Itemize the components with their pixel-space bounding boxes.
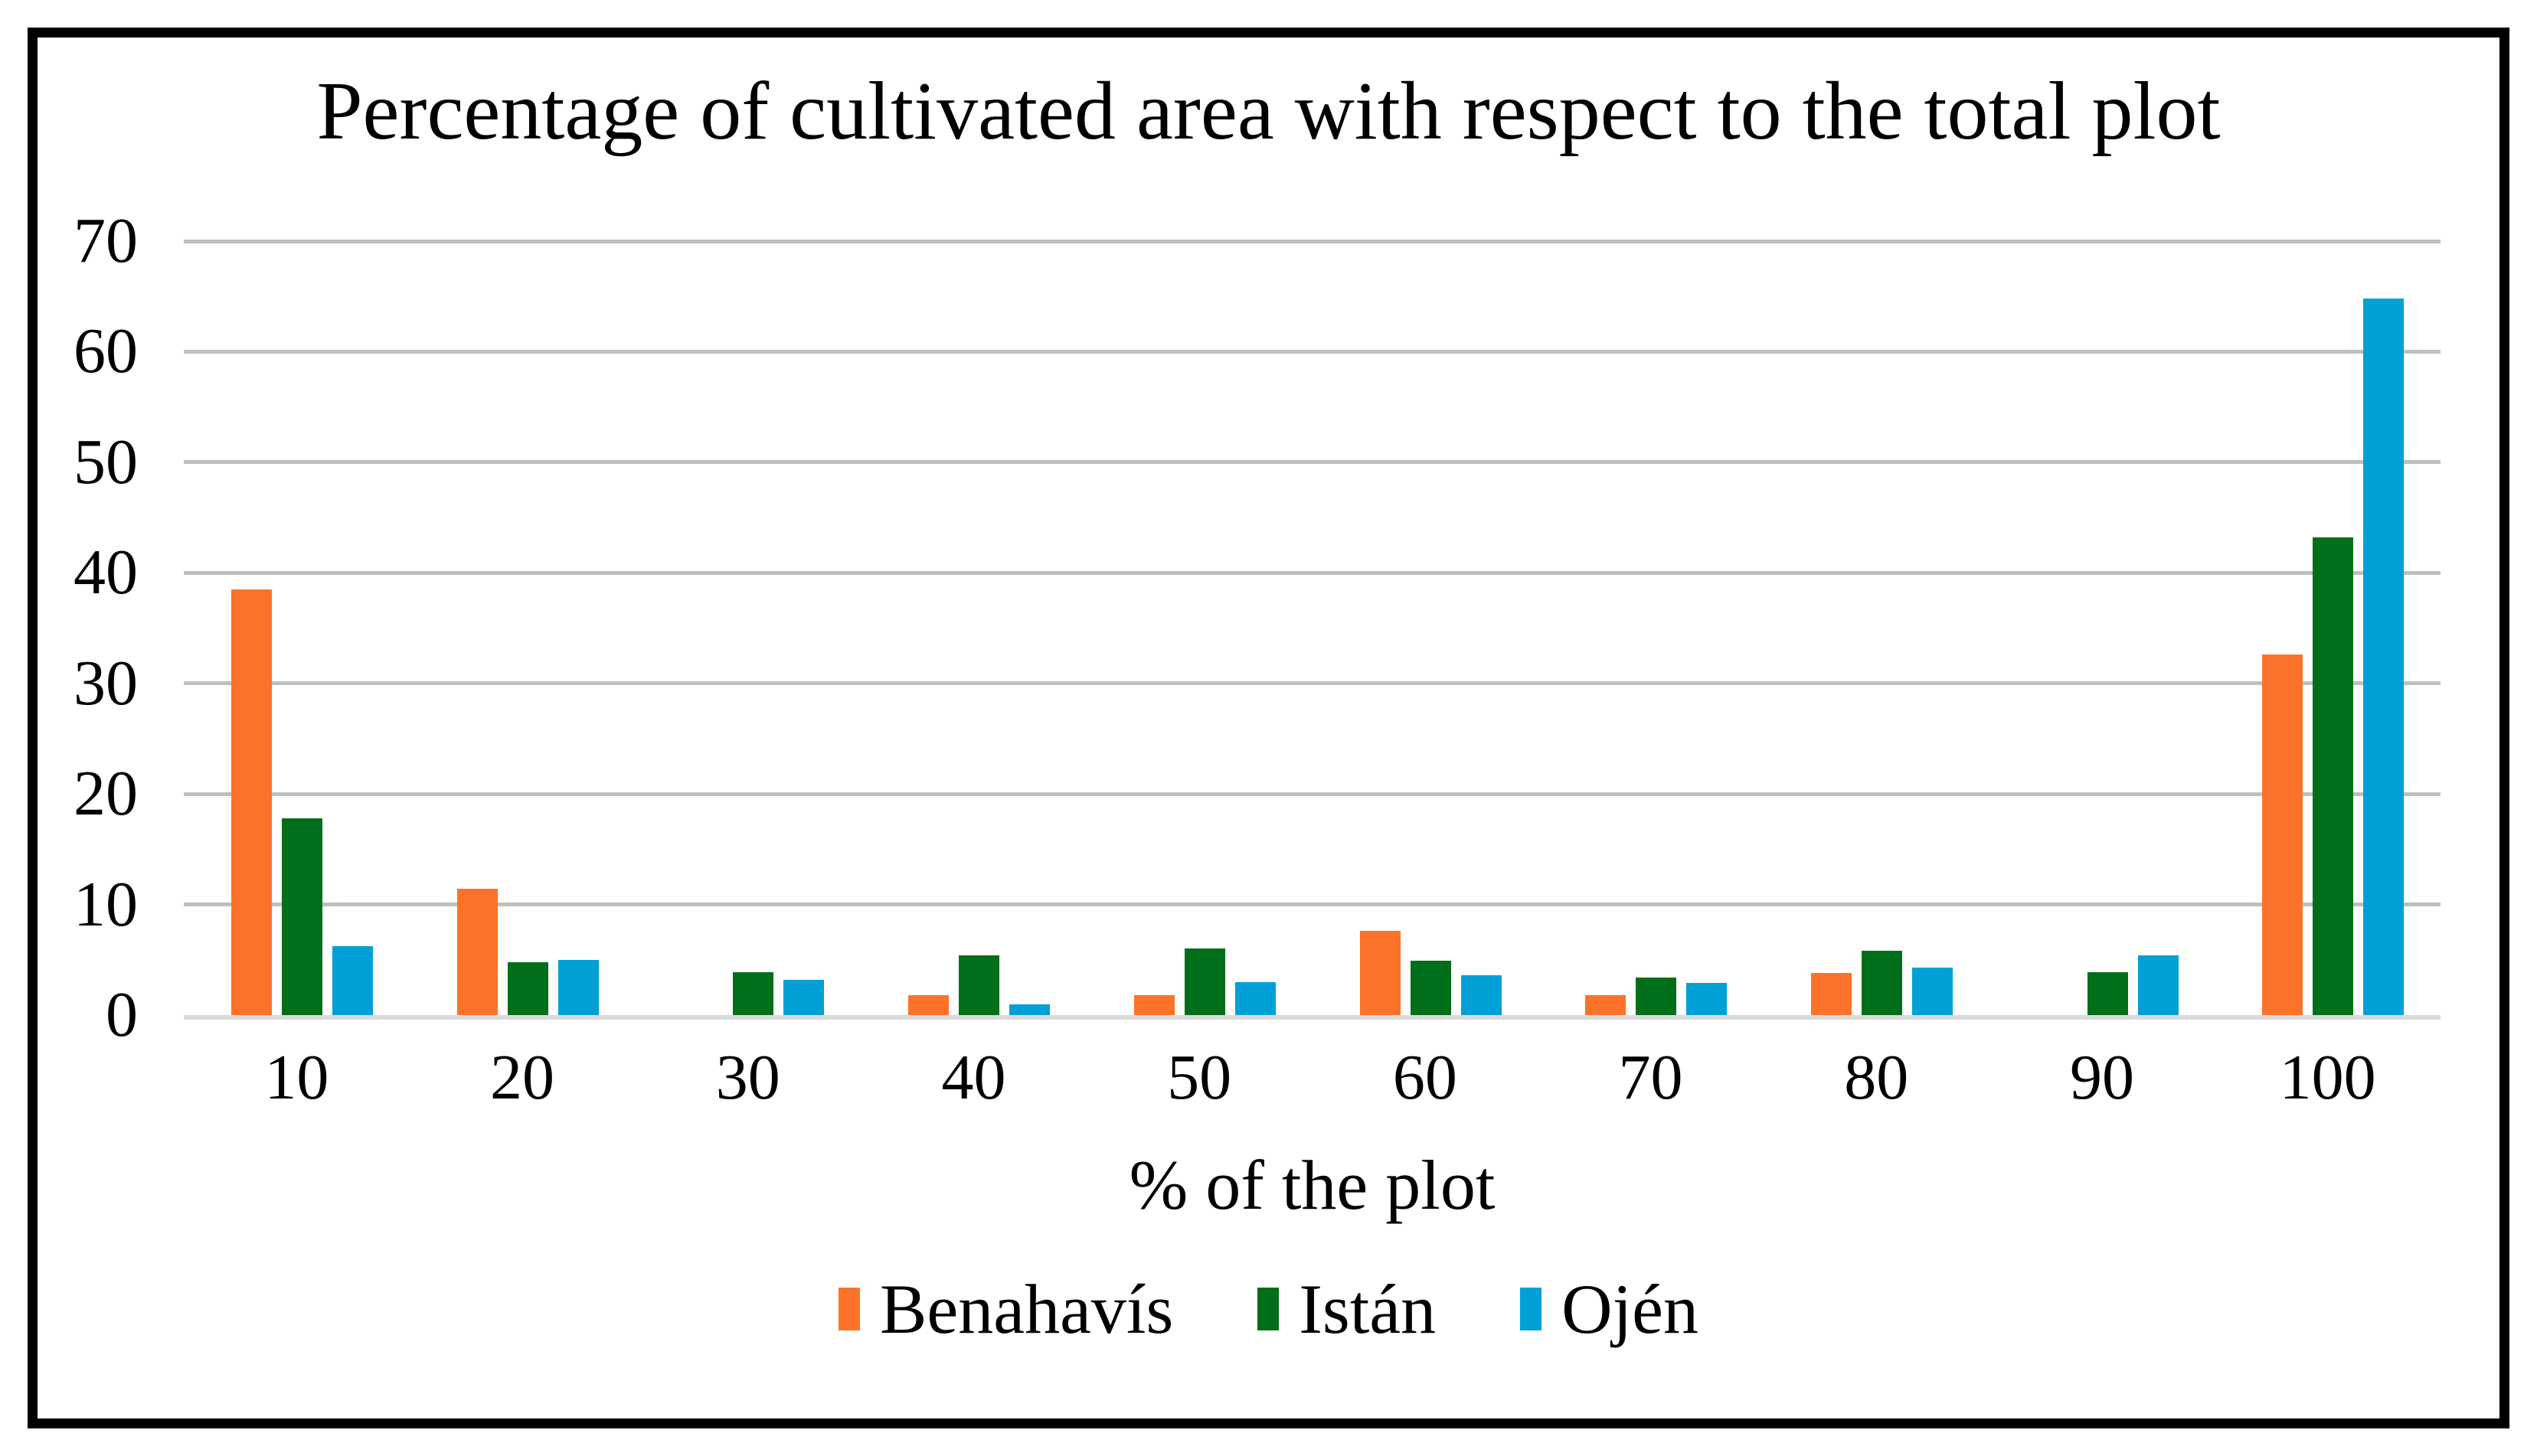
bar-istan-70 bbox=[1636, 977, 1677, 1015]
x-axis: 10 20 30 40 50 60 70 80 90 100 bbox=[184, 1046, 2441, 1130]
bar-benahavis-10 bbox=[231, 589, 272, 1015]
bar-ojen-80 bbox=[1911, 967, 1953, 1015]
legend-label-benahavis: Benahavís bbox=[880, 1270, 1174, 1348]
gridline-30 bbox=[184, 681, 2441, 686]
y-tick-10: 10 bbox=[74, 868, 138, 940]
chart-title: Percentage of cultivated area with respe… bbox=[316, 66, 2221, 157]
x-tick-40: 40 bbox=[941, 1042, 1006, 1113]
figure-border bbox=[28, 28, 2509, 1428]
x-tick-20: 20 bbox=[490, 1042, 555, 1113]
y-tick-50: 50 bbox=[74, 426, 138, 498]
bar-benahavis-80 bbox=[1810, 973, 1852, 1015]
bar-istan-100 bbox=[2313, 537, 2354, 1015]
bar-istan-30 bbox=[733, 971, 774, 1015]
bar-istan-90 bbox=[2087, 971, 2128, 1015]
legend-item-istan: Istán bbox=[1257, 1274, 1436, 1344]
bar-istan-40 bbox=[959, 955, 1000, 1015]
bar-istan-10 bbox=[282, 818, 322, 1015]
gridline-20 bbox=[184, 792, 2441, 796]
bar-istan-50 bbox=[1184, 948, 1225, 1015]
legend-label-istan: Istán bbox=[1299, 1270, 1437, 1348]
y-axis: 0 10 20 30 40 50 60 70 bbox=[31, 209, 138, 1047]
legend-swatch-benahavis bbox=[839, 1288, 861, 1330]
bar-istan-20 bbox=[507, 961, 548, 1015]
legend-item-ojen: Ojén bbox=[1520, 1274, 1698, 1344]
y-tick-40: 40 bbox=[74, 537, 138, 609]
x-tick-30: 30 bbox=[715, 1042, 780, 1113]
bar-ojen-50 bbox=[1234, 981, 1276, 1015]
gridline-10 bbox=[184, 903, 2441, 907]
y-tick-0: 0 bbox=[106, 979, 138, 1050]
bar-benahavis-40 bbox=[908, 995, 950, 1015]
gridline-50 bbox=[184, 460, 2441, 465]
bar-istan-80 bbox=[1861, 951, 1902, 1015]
bar-ojen-40 bbox=[1009, 1004, 1051, 1015]
bar-ojen-60 bbox=[1460, 975, 1502, 1015]
gridline-40 bbox=[184, 570, 2441, 575]
bar-benahavis-60 bbox=[1359, 931, 1401, 1015]
x-tick-80: 80 bbox=[1844, 1042, 1909, 1113]
gridline-70 bbox=[184, 239, 2441, 243]
x-axis-title: % of the plot bbox=[1129, 1146, 1496, 1224]
bar-benahavis-20 bbox=[456, 889, 498, 1015]
bar-ojen-70 bbox=[1686, 983, 1728, 1015]
x-tick-70: 70 bbox=[1618, 1042, 1683, 1113]
x-tick-90: 90 bbox=[2069, 1042, 2134, 1113]
legend-swatch-istan bbox=[1257, 1288, 1280, 1330]
x-axis-line bbox=[184, 1015, 2441, 1020]
legend-swatch-ojen bbox=[1520, 1288, 1542, 1330]
legend-label-ojen: Ojén bbox=[1561, 1270, 1698, 1348]
x-tick-100: 100 bbox=[2279, 1042, 2376, 1113]
bar-ojen-100 bbox=[2363, 299, 2405, 1015]
x-tick-60: 60 bbox=[1392, 1042, 1457, 1113]
x-tick-50: 50 bbox=[1167, 1042, 1232, 1113]
bar-ojen-30 bbox=[783, 979, 825, 1015]
bar-ojen-90 bbox=[2137, 955, 2179, 1015]
x-tick-10: 10 bbox=[264, 1042, 329, 1113]
y-tick-30: 30 bbox=[74, 647, 138, 719]
legend-item-benahavis: Benahavís bbox=[839, 1274, 1173, 1344]
y-tick-60: 60 bbox=[74, 315, 138, 387]
bar-benahavis-70 bbox=[1585, 995, 1626, 1015]
bar-benahavis-50 bbox=[1133, 995, 1175, 1015]
y-tick-70: 70 bbox=[74, 205, 138, 276]
bar-ojen-20 bbox=[557, 959, 599, 1015]
bar-istan-60 bbox=[1410, 961, 1451, 1015]
legend: Benahavís Istán Ojén bbox=[0, 1274, 2537, 1344]
bar-ojen-10 bbox=[332, 946, 373, 1015]
bar-benahavis-100 bbox=[2262, 655, 2303, 1015]
plot-area bbox=[184, 239, 2441, 1020]
y-tick-20: 20 bbox=[74, 758, 138, 830]
gridline-60 bbox=[184, 349, 2441, 354]
